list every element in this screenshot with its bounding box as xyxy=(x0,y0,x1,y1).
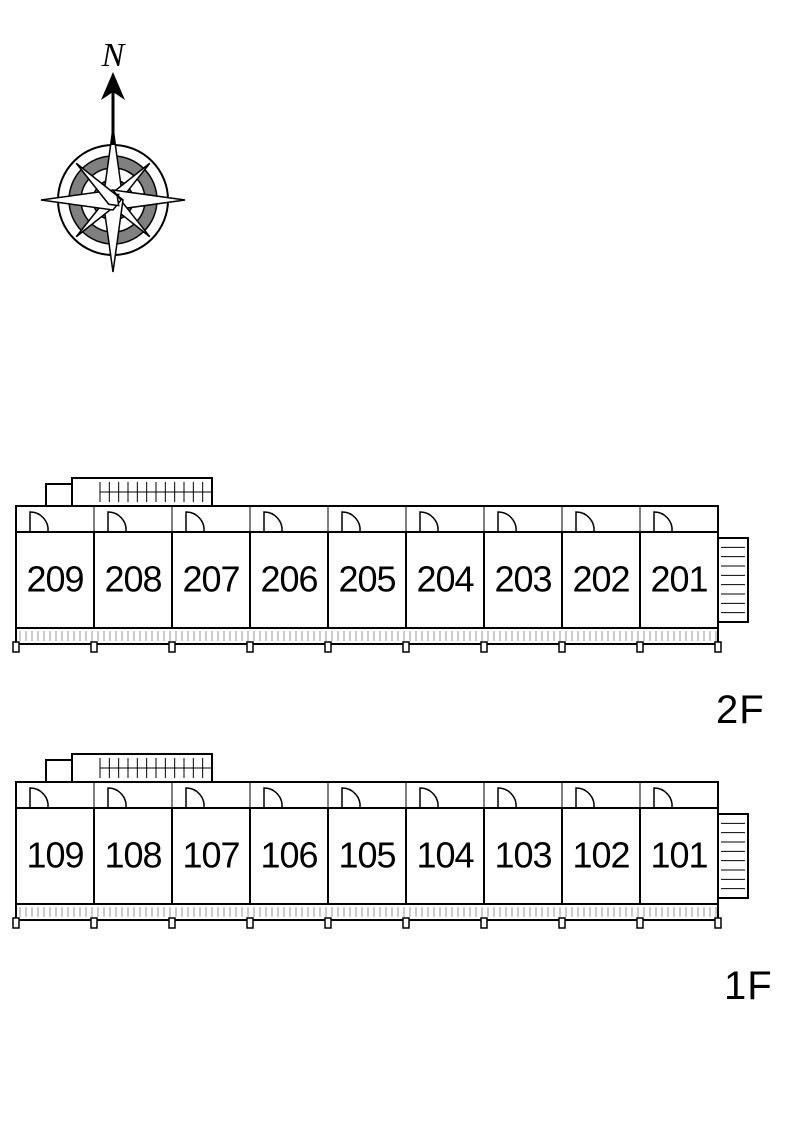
room-label-204: 204 xyxy=(416,559,473,600)
room-label-208: 208 xyxy=(104,559,161,600)
room-label-209: 209 xyxy=(26,559,83,600)
room-label-102: 102 xyxy=(572,835,629,876)
room-label-106: 106 xyxy=(260,835,317,876)
room-label-103: 103 xyxy=(494,835,551,876)
room-label-104: 104 xyxy=(416,835,473,876)
room-label-207: 207 xyxy=(182,559,239,600)
room-label-105: 105 xyxy=(338,835,395,876)
room-label-108: 108 xyxy=(104,835,161,876)
floor-label-2f: 2F xyxy=(716,688,765,733)
room-label-101: 101 xyxy=(650,835,707,876)
room-label-203: 203 xyxy=(494,559,551,600)
room-label-202: 202 xyxy=(572,559,629,600)
floor-2F: 209 208 207 206 205 204 203 202 201 xyxy=(13,478,748,652)
floor-plans: 2092082072062052042032022011091081071061… xyxy=(0,0,800,1132)
floor-label-1f: 1F xyxy=(724,964,773,1009)
room-label-107: 107 xyxy=(182,835,239,876)
room-label-206: 206 xyxy=(260,559,317,600)
floor-1F: 109 108 107 106 105 104 103 102 101 xyxy=(13,754,748,928)
room-label-201: 201 xyxy=(650,559,707,600)
room-label-109: 109 xyxy=(26,835,83,876)
room-label-205: 205 xyxy=(338,559,395,600)
